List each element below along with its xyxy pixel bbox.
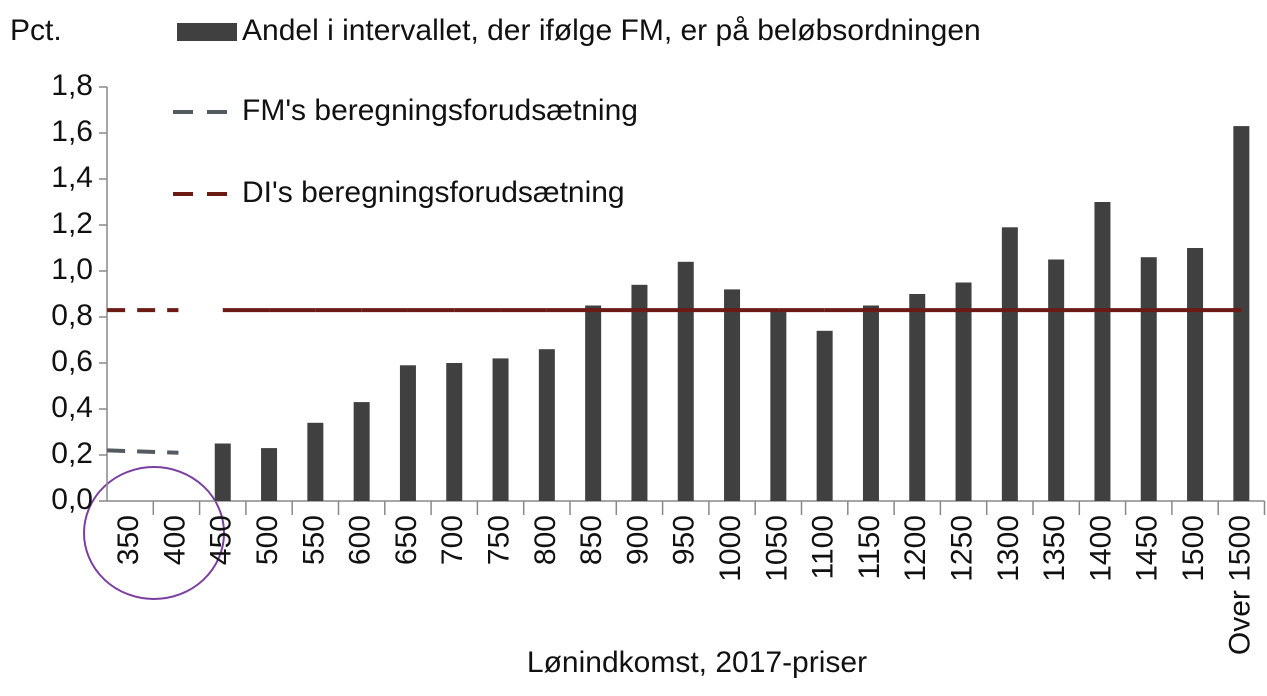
x-tick-label: 1250: [945, 515, 978, 582]
bar: [1233, 126, 1250, 501]
x-tick-label: 1150: [853, 515, 886, 580]
x-tick-label: 400: [158, 515, 191, 565]
bar: [399, 365, 416, 501]
x-tick-label: 700: [436, 515, 469, 565]
legend-swatch: [177, 23, 237, 41]
legend-label: Andel i intervallet, der ifølge FM, er p…: [242, 14, 981, 47]
bar: [538, 349, 555, 501]
x-tick-label: 350: [112, 515, 145, 565]
x-tick-label: 600: [344, 515, 377, 565]
y-tick-label: 1,6: [51, 115, 93, 148]
y-tick-label: 0,2: [51, 437, 93, 470]
bar: [770, 310, 787, 501]
x-tick-label: 650: [390, 515, 423, 565]
x-tick-label: 450: [205, 515, 238, 565]
bar: [585, 305, 602, 501]
bar: [261, 448, 278, 501]
x-axis-label: Lønindkomst, 2017-priser: [527, 646, 867, 679]
y-tick-label: 0,8: [51, 299, 93, 332]
x-tick-label: 1100: [807, 515, 840, 580]
bar: [677, 261, 694, 501]
bar: [816, 330, 833, 501]
bar: [1048, 259, 1065, 501]
bar: [862, 305, 879, 501]
legend-label: DI's beregningsforudsætning: [242, 176, 625, 209]
y-tick-label: 0,4: [51, 391, 93, 424]
x-tick-label: 1500: [1177, 515, 1210, 582]
legend-label: FM's beregningsforudsætning: [242, 94, 638, 127]
bar: [353, 402, 370, 501]
x-tick-label: 950: [668, 515, 701, 565]
x-tick-label: 1300: [992, 515, 1025, 582]
x-tick-label: 1400: [1084, 515, 1117, 582]
bar: [1094, 202, 1111, 501]
y-tick-label: 1,4: [51, 161, 93, 194]
x-tick-label: 750: [482, 515, 515, 565]
x-tick-label: 1200: [899, 515, 932, 582]
bar: [631, 284, 648, 501]
bar: [307, 422, 324, 501]
bar: [724, 289, 741, 501]
bar: [446, 363, 463, 501]
bar: [1140, 257, 1157, 501]
x-tick-label: 550: [297, 515, 330, 565]
x-tick-label: 1350: [1038, 515, 1071, 582]
bar: [909, 294, 926, 501]
annotation-circle: [83, 466, 225, 600]
x-tick-label: Over 1500: [1223, 515, 1256, 655]
x-tick-label: 850: [575, 515, 608, 565]
y-tick-label: 1,2: [51, 207, 93, 240]
y-tick-label: 0,6: [51, 345, 93, 378]
y-tick-label: 0,0: [51, 483, 93, 516]
bar: [1001, 227, 1018, 502]
x-tick-label: 1000: [714, 515, 747, 582]
line-segment: [107, 448, 179, 455]
bar: [1187, 248, 1204, 501]
y-tick-label: 1,0: [51, 253, 93, 286]
x-tick-label: 1050: [760, 515, 793, 582]
x-tick-label: 900: [621, 515, 654, 565]
bar: [214, 443, 231, 501]
x-tick-label: 500: [251, 515, 284, 565]
bar: [492, 358, 509, 501]
y-tick-label: 1,8: [51, 69, 93, 102]
bar: [955, 282, 972, 501]
y-title: Pct.: [10, 14, 62, 47]
x-tick-label: 1450: [1131, 515, 1164, 582]
x-tick-label: 800: [529, 515, 562, 565]
